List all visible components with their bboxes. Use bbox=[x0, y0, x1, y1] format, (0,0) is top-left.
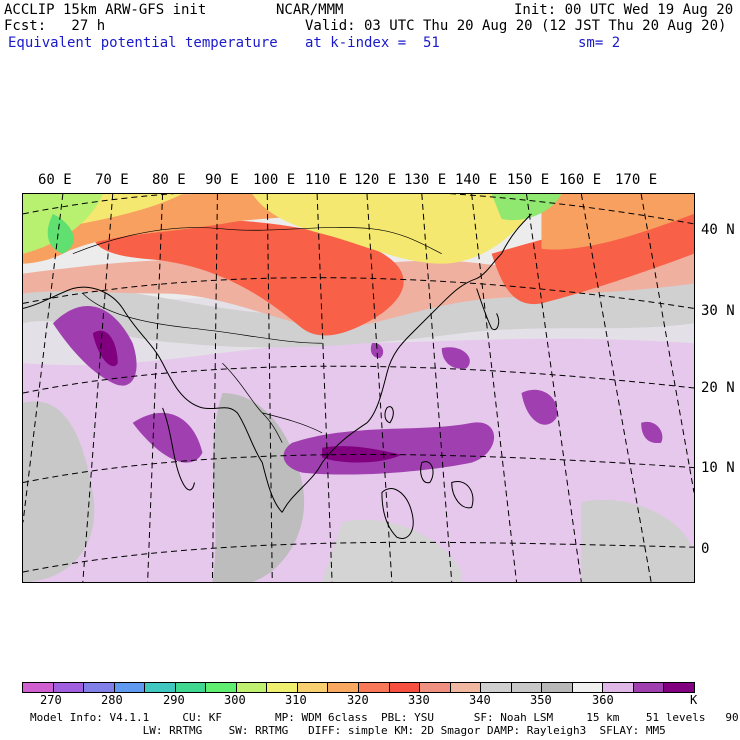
lon-label: 170 E bbox=[615, 172, 658, 188]
colorbar-swatch bbox=[450, 683, 482, 692]
forecast-hour: Fcst: 27 h bbox=[4, 18, 106, 34]
model-info-line2: LW: RRTMG SW: RRTMG DIFF: simple KM: 2D … bbox=[30, 724, 666, 737]
colorbar-label: 350 bbox=[530, 693, 552, 707]
colorbar-label: 320 bbox=[347, 693, 369, 707]
lon-label: 100 E bbox=[253, 172, 296, 188]
colorbar-swatch bbox=[206, 683, 237, 692]
colorbar-swatch bbox=[23, 683, 54, 692]
field-name: Equivalent potential temperature bbox=[8, 35, 278, 51]
colorbar-swatch bbox=[236, 683, 268, 692]
colorbar-swatch bbox=[297, 683, 329, 692]
colorbar-label: 310 bbox=[285, 693, 307, 707]
colorbar-label: 330 bbox=[408, 693, 430, 707]
colorbar-label: 270 bbox=[40, 693, 62, 707]
lon-label: 140 E bbox=[455, 172, 498, 188]
lat-label: 20 N bbox=[701, 380, 735, 396]
colorbar-swatch bbox=[389, 683, 421, 692]
lon-label: 80 E bbox=[152, 172, 186, 188]
colorbar-swatch bbox=[53, 683, 85, 692]
title-line: ACCLIP 15km ARW-GFS init bbox=[4, 2, 207, 18]
colorbar-swatch bbox=[481, 683, 512, 692]
lon-label: 60 E bbox=[38, 172, 72, 188]
colorbar-label: 290 bbox=[163, 693, 185, 707]
level-label: at k-index = 51 bbox=[305, 35, 440, 51]
colorbar-swatch bbox=[603, 683, 634, 692]
lon-label: 120 E bbox=[354, 172, 397, 188]
colorbar-label: 340 bbox=[469, 693, 491, 707]
lon-label: 110 E bbox=[305, 172, 348, 188]
colorbar-swatch bbox=[114, 683, 146, 692]
init-time: Init: 00 UTC Wed 19 Aug 20 bbox=[514, 2, 734, 18]
colorbar-swatch bbox=[267, 683, 298, 692]
colorbar-swatch bbox=[145, 683, 176, 692]
colorbar-swatch bbox=[633, 683, 665, 692]
colorbar-label: 300 bbox=[224, 693, 246, 707]
valid-time: Valid: 03 UTC Thu 20 Aug 20 (12 JST Thu … bbox=[305, 18, 727, 34]
colorbar-label: 280 bbox=[101, 693, 123, 707]
lon-label: 90 E bbox=[205, 172, 239, 188]
smoothing-label: sm= 2 bbox=[578, 35, 621, 51]
colorbar-swatch bbox=[511, 683, 543, 692]
colorbar bbox=[22, 682, 695, 693]
lat-label: 30 N bbox=[701, 303, 735, 319]
colorbar-swatch bbox=[664, 683, 695, 692]
colorbar-label: 360 bbox=[592, 693, 614, 707]
colorbar-swatch bbox=[542, 683, 573, 692]
colorbar-swatch bbox=[420, 683, 451, 692]
center-label: NCAR/MMM bbox=[276, 2, 344, 18]
lat-label: 0 bbox=[701, 541, 710, 557]
model-info-line1: Model Info: V4.1.1 CU: KF MP: WDM 6class… bbox=[30, 711, 740, 724]
lon-label: 70 E bbox=[95, 172, 129, 188]
colorbar-swatch bbox=[359, 683, 390, 692]
lat-label: 10 N bbox=[701, 460, 735, 476]
colorbar-swatch bbox=[328, 683, 360, 692]
equivalent-potential-temperature-map bbox=[22, 193, 695, 583]
lon-label: 160 E bbox=[559, 172, 602, 188]
colorbar-unit: K bbox=[690, 693, 698, 707]
lat-label: 40 N bbox=[701, 222, 735, 238]
lon-label: 150 E bbox=[507, 172, 550, 188]
colorbar-swatch bbox=[84, 683, 115, 692]
colorbar-swatch bbox=[175, 683, 207, 692]
lon-label: 130 E bbox=[404, 172, 447, 188]
colorbar-swatch bbox=[572, 683, 604, 692]
